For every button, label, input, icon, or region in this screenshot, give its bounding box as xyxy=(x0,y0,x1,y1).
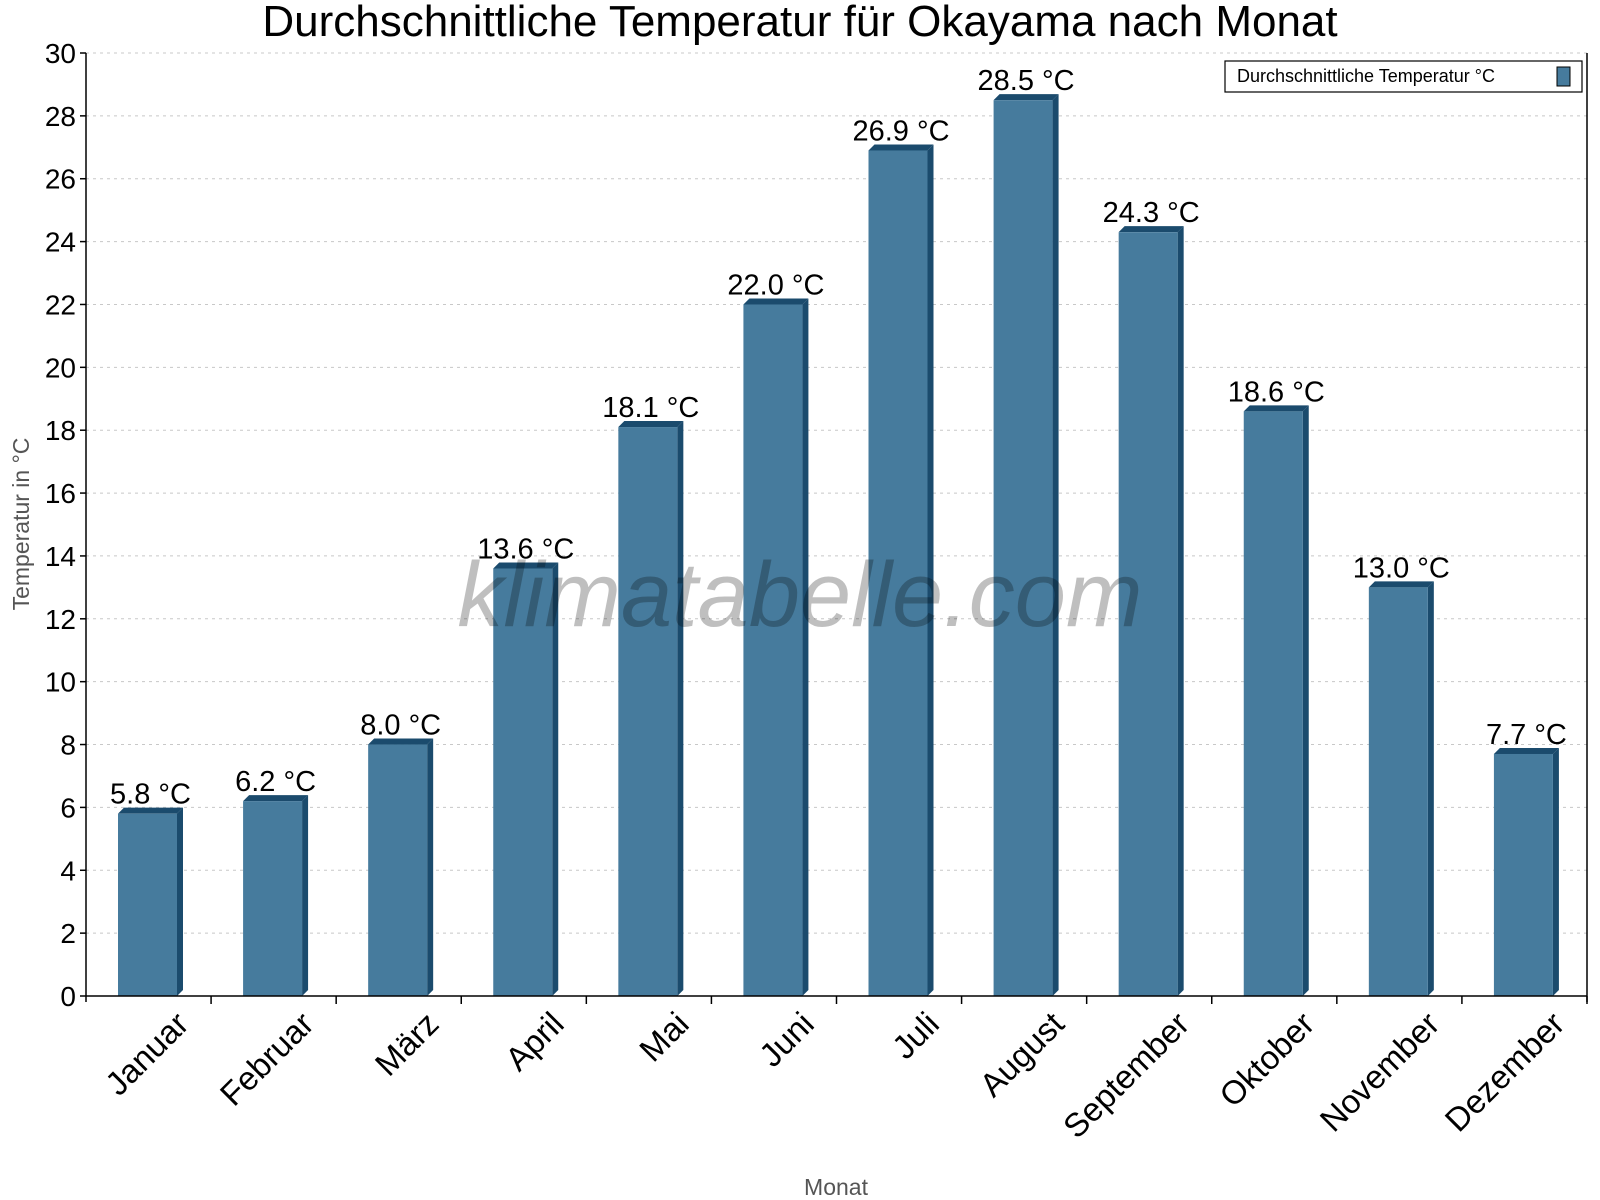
bar xyxy=(1243,411,1303,997)
data-label: 28.5 °C xyxy=(978,65,1075,97)
data-label: 8.0 °C xyxy=(360,710,441,742)
bar-top xyxy=(868,144,934,151)
bar-side xyxy=(1052,94,1059,996)
data-label: 24.3 °C xyxy=(1103,197,1200,229)
y-tick-label: 28 xyxy=(45,101,76,132)
bar-side xyxy=(427,738,434,996)
bar-april xyxy=(493,562,559,996)
y-tick-label: 30 xyxy=(45,38,76,69)
x-tick-label: März xyxy=(368,1005,446,1083)
data-label: 13.6 °C xyxy=(477,534,574,566)
bar-oktober xyxy=(1243,405,1309,997)
bar-top xyxy=(368,738,434,745)
bar xyxy=(618,427,678,997)
bar xyxy=(743,304,803,996)
x-tick-label: April xyxy=(498,1005,571,1078)
y-tick-label: 22 xyxy=(45,289,76,320)
bar-top xyxy=(1118,226,1184,233)
bar xyxy=(118,813,177,996)
bar-side xyxy=(302,795,309,996)
x-axis-label: Monat xyxy=(804,1174,869,1200)
y-tick-label: 4 xyxy=(60,855,76,886)
data-label: 13.0 °C xyxy=(1353,552,1450,584)
y-tick-label: 26 xyxy=(45,164,76,195)
y-tick-label: 12 xyxy=(45,604,76,635)
bar-dezember xyxy=(1493,747,1559,996)
y-tick-label: 20 xyxy=(45,352,76,383)
data-label: 18.6 °C xyxy=(1228,376,1325,408)
bar-januar xyxy=(118,807,183,996)
data-label: 6.2 °C xyxy=(235,766,316,798)
bar-top xyxy=(743,298,809,305)
y-tick-label: 14 xyxy=(45,541,76,572)
bar xyxy=(1118,232,1178,997)
bar xyxy=(493,568,553,996)
y-axis-label: Temperatur in °C xyxy=(8,438,34,611)
y-tick-label: 2 xyxy=(60,918,76,949)
bar xyxy=(1368,587,1428,996)
bar-side xyxy=(802,298,809,996)
bar-top xyxy=(993,94,1059,101)
bar-side xyxy=(927,144,934,996)
bar-top xyxy=(243,795,309,802)
x-tick-label: Mai xyxy=(632,1005,696,1069)
x-tick-label: Dezember xyxy=(1438,1005,1572,1139)
x-tick-label: Oktober xyxy=(1212,1005,1321,1114)
bar-top xyxy=(1493,747,1559,754)
x-tick-label: Juni xyxy=(752,1005,821,1074)
bar-februar xyxy=(243,795,309,996)
data-label: 7.7 °C xyxy=(1486,719,1567,751)
data-label: 26.9 °C xyxy=(852,115,949,147)
legend-swatch xyxy=(1556,66,1571,87)
bar-top xyxy=(1368,581,1434,588)
watermark: klimatabelle.com xyxy=(457,544,1142,646)
bar-side xyxy=(677,421,684,997)
data-labels: 5.8 °C 6.2 °C 8.0 °C 13.6 °C 18.1 °C 22.0 °C 2… xyxy=(110,65,1567,811)
bar-top xyxy=(618,421,684,428)
x-tick-label: August xyxy=(972,1005,1071,1104)
grid-lines xyxy=(86,52,1587,934)
bar-side xyxy=(1427,581,1434,996)
bar xyxy=(368,744,428,996)
bar-november xyxy=(1368,581,1434,996)
data-label: 18.1 °C xyxy=(602,392,699,424)
data-label: 5.8 °C xyxy=(110,779,191,811)
bar-september xyxy=(1118,226,1184,997)
data-label: 22.0 °C xyxy=(727,269,824,301)
x-tick-label: Februar xyxy=(213,1005,321,1113)
legend: Durchschnittliche Temperatur °C xyxy=(1224,60,1583,93)
legend-label: Durchschnittliche Temperatur °C xyxy=(1237,66,1495,86)
bar xyxy=(868,150,928,996)
x-tick-label: September xyxy=(1056,1005,1196,1145)
y-tick-label: 24 xyxy=(45,227,76,258)
bar-juli xyxy=(868,144,934,996)
bar xyxy=(993,100,1053,996)
x-tick-label: November xyxy=(1313,1005,1447,1139)
y-tick-label: 10 xyxy=(45,667,76,698)
bar-top xyxy=(118,807,183,814)
y-tick-label: 6 xyxy=(60,792,76,823)
bar-top xyxy=(493,562,559,569)
bar-side xyxy=(1552,747,1559,996)
x-tick-label: Januar xyxy=(98,1005,196,1103)
bar-side xyxy=(1302,405,1309,997)
y-tick-label: 0 xyxy=(60,981,76,1012)
bar xyxy=(243,801,303,996)
y-tick-label: 8 xyxy=(60,730,76,761)
bar-mai xyxy=(618,421,684,997)
bar-märz xyxy=(368,738,434,996)
x-tick-label: Juli xyxy=(885,1005,946,1066)
bar-side xyxy=(177,807,183,996)
bar-top xyxy=(1243,405,1309,412)
bars xyxy=(118,94,1559,997)
bar-juni xyxy=(743,298,809,996)
y-tick-label: 18 xyxy=(45,415,76,446)
bar-august xyxy=(993,94,1059,996)
y-tick-label: 16 xyxy=(45,478,76,509)
bar xyxy=(1493,753,1553,996)
bar-side xyxy=(1177,226,1184,997)
bar-side xyxy=(552,562,559,996)
chart-title: Durchschnittliche Temperatur für Okayama… xyxy=(262,0,1337,46)
